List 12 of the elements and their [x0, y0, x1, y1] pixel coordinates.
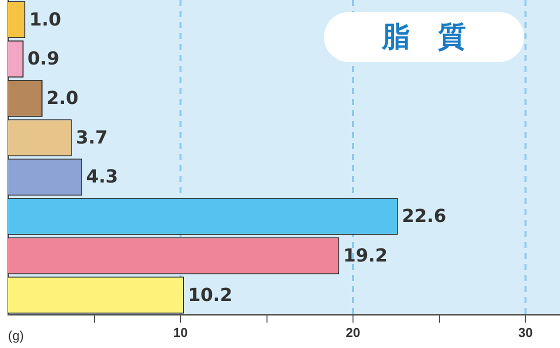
data-label: 10.2 — [188, 284, 232, 306]
x-tick-label: 10 — [173, 325, 188, 340]
data-label: 3.7 — [76, 127, 108, 148]
data-label: 0.9 — [28, 48, 60, 70]
x-tick-label: 30 — [518, 325, 533, 340]
data-label: 22.6 — [402, 206, 446, 228]
data-label: 1.0 — [29, 9, 62, 30]
x-tick-label: 20 — [346, 325, 360, 340]
data-label: 2.0 — [46, 88, 78, 110]
x-axis-title: (g) — [8, 328, 24, 343]
data-label: 19.2 — [343, 245, 388, 266]
data-label: 4.3 — [86, 166, 118, 188]
